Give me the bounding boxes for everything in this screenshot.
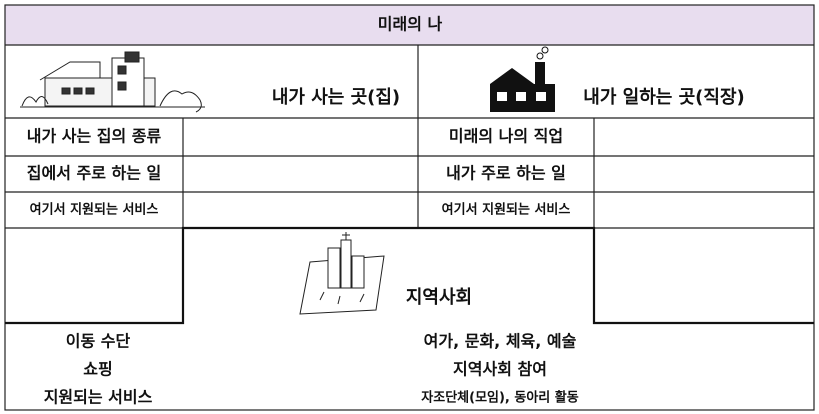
house-icon <box>20 51 205 113</box>
community-right-item: 여가, 문화, 체육, 예술 <box>424 332 577 351</box>
community-heading: 지역사회 <box>406 287 472 308</box>
home-row-label: 여기서 지원되는 서비스 <box>30 202 159 218</box>
work-row-label: 내가 주로 하는 일 <box>446 164 566 183</box>
title-band <box>5 5 814 45</box>
grid <box>4 4 815 411</box>
work-icon <box>490 46 555 112</box>
community-right-item: 자조단체(모임), 동아리 활동 <box>421 390 578 406</box>
community-right-item: 지역사회 참여 <box>453 360 547 379</box>
community-left-item: 지원되는 서비스 <box>44 388 153 407</box>
community-icon <box>299 232 385 315</box>
community-left-item: 쇼핑 <box>83 360 112 379</box>
home-heading: 내가 사는 곳(집) <box>272 87 400 108</box>
title: 미래의 나 <box>378 15 443 34</box>
home-row-label: 집에서 주로 하는 일 <box>27 164 161 183</box>
work-row-label: 미래의 나의 직업 <box>449 127 563 146</box>
work-row-label: 여기서 지원되는 서비스 <box>442 202 571 218</box>
community-left-item: 이동 수단 <box>66 332 131 351</box>
work-heading: 내가 일하는 곳(직장) <box>583 87 744 108</box>
home-row-label: 내가 사는 집의 종류 <box>27 127 162 146</box>
